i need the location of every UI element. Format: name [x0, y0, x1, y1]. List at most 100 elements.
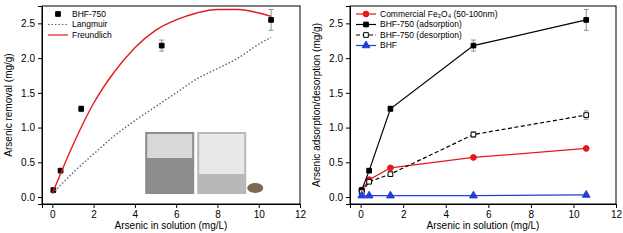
- x-tick: 0: [50, 204, 56, 220]
- x-axis: 024681012: [43, 204, 307, 220]
- legend-marker: [364, 22, 369, 27]
- y-axis: 0.00.51.01.52.02.5: [329, 7, 350, 205]
- legend-marker: [362, 41, 370, 48]
- y-tick: 1.0: [21, 122, 42, 133]
- y-tick: 1.5: [21, 88, 42, 99]
- y-tick-mark: [38, 93, 42, 94]
- legend-line: [48, 34, 68, 35]
- error-bar: [367, 169, 372, 172]
- legend-entry: Freundlich: [48, 30, 112, 40]
- panel: 0246810120.00.51.01.52.02.5Arsenic in so…: [311, 6, 622, 231]
- point: [584, 113, 589, 118]
- point: [79, 106, 84, 111]
- x-tick-mark: [300, 204, 301, 208]
- x-tick-label: 0: [358, 209, 364, 220]
- x-axis: 024681012: [351, 204, 623, 220]
- y-tick: 1.5: [329, 88, 350, 99]
- point: [159, 43, 164, 48]
- x-tick-label: 2: [91, 209, 97, 220]
- x-tick-label: 12: [295, 209, 307, 220]
- legend-line: [48, 24, 68, 25]
- y-tick: 2.5: [21, 18, 42, 29]
- y-tick-label: 1.0: [329, 122, 343, 133]
- x-tick: 8: [529, 204, 535, 220]
- x-tick-mark: [52, 204, 53, 208]
- point: [365, 191, 373, 198]
- x-tick: 0: [358, 204, 364, 220]
- plot-frame: [42, 6, 300, 204]
- x-tick: 6: [174, 204, 180, 220]
- error-bar: [471, 132, 476, 138]
- plot-area: [51, 9, 274, 193]
- y-tick-mark: [38, 162, 42, 163]
- legend-label: BHF-750 (adsorption): [380, 19, 462, 29]
- legend-entry: BHF-750 (adsorption): [356, 19, 462, 29]
- series-line: [362, 20, 587, 190]
- error-bar: [584, 9, 589, 30]
- x-tick-label: 6: [486, 209, 492, 220]
- legend-marker: [363, 11, 369, 17]
- point: [388, 106, 393, 111]
- y-tick-label: 2.5: [329, 18, 343, 29]
- x-tick-mark: [94, 204, 95, 208]
- error-bar: [269, 9, 274, 30]
- point: [269, 18, 274, 23]
- x-axis-title: Arsenic in solution (mg/L): [115, 220, 228, 231]
- y-tick-label: 1.0: [21, 122, 35, 133]
- inset-magnet: [247, 183, 263, 193]
- x-tick-mark: [531, 204, 532, 208]
- y-tick-label: 1.5: [21, 88, 35, 99]
- x-tick-label: 10: [568, 209, 580, 220]
- y-axis-title: Arsenic removal (mg/g): [3, 53, 14, 156]
- point: [583, 146, 589, 152]
- legend-label: BHF: [380, 40, 397, 50]
- error-bar: [388, 172, 393, 176]
- error-bar: [79, 106, 84, 112]
- x-tick-mark: [176, 204, 177, 208]
- x-tick: 12: [611, 204, 623, 220]
- x-tick-mark: [616, 204, 617, 208]
- y-tick-label: 2.0: [329, 53, 343, 64]
- y-tick-label: 0.5: [21, 157, 35, 168]
- x-tick: 10: [254, 204, 266, 220]
- point: [387, 191, 395, 198]
- y-tick-label: 0.5: [329, 157, 343, 168]
- series: [359, 111, 589, 195]
- legend: Commercial Fe₃O₄ (50-100nm)BHF-750 (adso…: [356, 9, 498, 51]
- legend-entry: Langmuir: [48, 19, 108, 29]
- x-tick-mark: [135, 204, 136, 208]
- x-tick-mark: [361, 204, 362, 208]
- point: [367, 179, 372, 184]
- x-tick-label: 6: [174, 209, 180, 220]
- series: [359, 146, 589, 193]
- error-bar: [388, 106, 393, 112]
- y-tick-mark: [346, 23, 350, 24]
- legend-label: Freundlich: [72, 30, 112, 40]
- x-tick-label: 4: [133, 209, 139, 220]
- point: [582, 190, 590, 197]
- legend-label: Commercial Fe₃O₄ (50-100nm): [380, 9, 498, 19]
- error-bar: [471, 40, 476, 51]
- series-line: [362, 115, 587, 192]
- x-tick: 2: [91, 204, 97, 220]
- y-tick: 2.5: [329, 18, 350, 29]
- y-tick: 0.5: [329, 157, 350, 168]
- x-tick: 12: [295, 204, 307, 220]
- series-line: [52, 9, 271, 193]
- x-tick-mark: [403, 204, 404, 208]
- figure: 0246810120.00.51.01.52.02.5Arsenic in so…: [0, 0, 623, 233]
- point: [388, 165, 394, 171]
- point: [471, 132, 476, 137]
- y-tick-mark: [346, 128, 350, 129]
- series: [52, 9, 271, 193]
- x-tick-mark: [488, 204, 489, 208]
- inset-photo-part: [147, 134, 192, 158]
- legend-entry: Commercial Fe₃O₄ (50-100nm): [356, 9, 498, 19]
- x-tick-mark: [446, 204, 447, 208]
- series: [358, 190, 590, 197]
- x-tick-mark: [573, 204, 574, 208]
- x-tick: 10: [568, 204, 580, 220]
- point: [584, 18, 589, 23]
- x-tick-label: 8: [529, 209, 535, 220]
- y-tick-label: 2.0: [21, 53, 35, 64]
